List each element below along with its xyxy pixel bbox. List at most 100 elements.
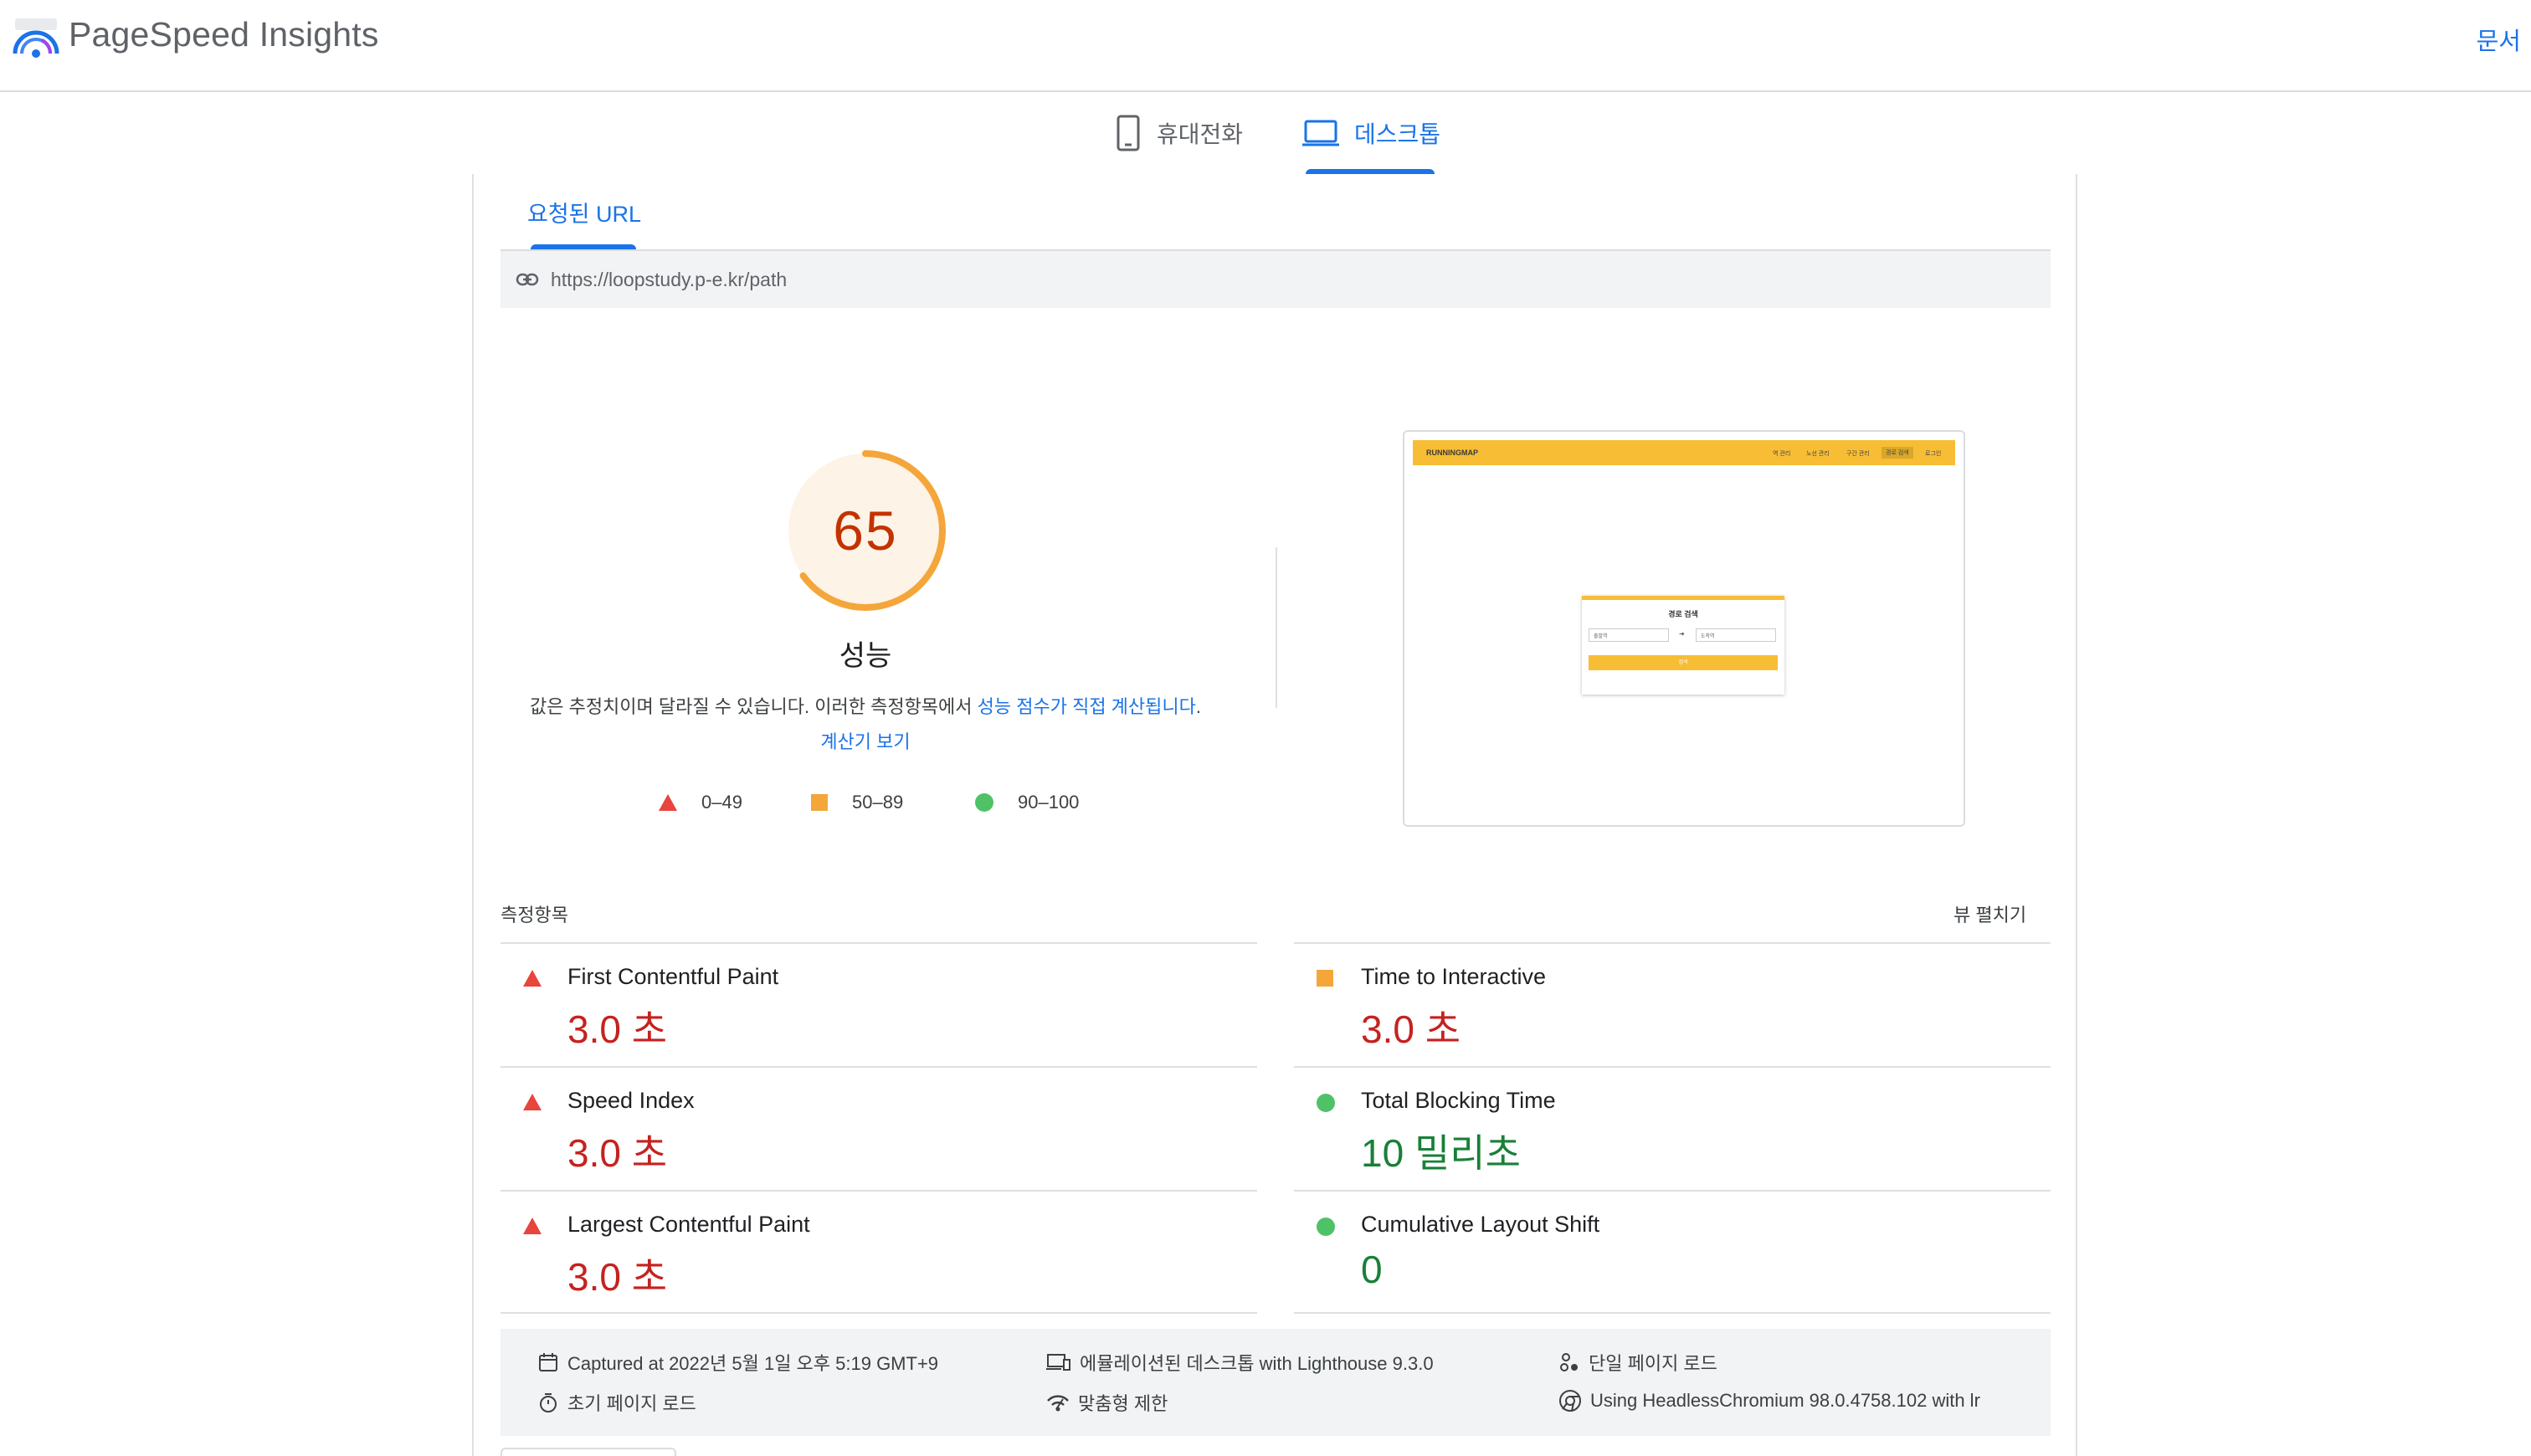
tab-desktop-indicator: [1306, 169, 1435, 174]
requested-url[interactable]: https://loopstudy.p-e.kr/path: [551, 268, 788, 290]
performance-score: 65: [833, 500, 898, 561]
metric-value: 10 밀리초: [1361, 1131, 1521, 1175]
device-tabs: 휴대전화 데스크톱: [0, 92, 2531, 174]
metrics-divider: [501, 1312, 1257, 1314]
performance-gauge[interactable]: 65: [782, 447, 949, 614]
app-title: PageSpeed Insights: [69, 15, 379, 54]
triangle-icon: [523, 1218, 542, 1234]
timer-icon: [540, 1393, 557, 1412]
run-info-browser-text: Using HeadlessChromium 98.0.4758.102 wit…: [1590, 1390, 1980, 1411]
square-icon: [811, 794, 828, 811]
score-calculation-link[interactable]: 성능 점수가 직접 계산됩니다: [977, 696, 1196, 717]
run-info-throttling: 맞춤형 제한: [1046, 1389, 1168, 1416]
final-screenshot[interactable]: RUNNINGMAP 역 관리 노선 관리 구간 관리 경로 검색 로그인 경로…: [1403, 430, 1965, 827]
run-info-panel: Captured at 2022년 5월 1일 오후 5:19 GMT+9 초기…: [501, 1329, 2051, 1436]
legend-good-label: 90–100: [1018, 792, 1080, 813]
triangle-icon: [523, 970, 542, 987]
metric-value: 3.0 초: [567, 1131, 668, 1175]
screenshot-nav-item: 역 관리: [1773, 451, 1791, 457]
screenshot-brand: RUNNINGMAP: [1426, 449, 1478, 457]
arrow-right-icon: ➜: [1679, 630, 1685, 638]
screenshot-nav-item: 로그인: [1925, 451, 1942, 457]
run-info-single-load: 단일 페이지 로드: [1558, 1349, 1717, 1376]
screenshot-nav-item: 경로 검색: [1882, 447, 1913, 459]
metrics-divider: [1294, 1312, 2051, 1314]
url-bar: https://loopstudy.p-e.kr/path: [501, 251, 2051, 308]
metric-value: 3.0 초: [1361, 1007, 1461, 1051]
legend-average: 50–89: [810, 790, 903, 815]
screenshot-card-title: 경로 검색: [1668, 610, 1698, 618]
expand-view-button[interactable]: 뷰 펼치기: [1953, 905, 2027, 925]
metric-value: 0: [1361, 1248, 1383, 1291]
score-disclaimer: 값은 추정치이며 달라질 수 있습니다. 이러한 측정항목에서 성능 점수가 직…: [522, 690, 1209, 760]
tab-desktop[interactable]: 데스크톱: [1302, 92, 1440, 174]
metric-name: Time to Interactive: [1361, 964, 1547, 989]
screenshot-from-select: 출발역: [1589, 628, 1669, 642]
legend-poor-label: 0–49: [701, 792, 742, 813]
metric-total-blocking-time[interactable]: Total Blocking Time 10 밀리초: [1294, 1066, 2051, 1190]
pagespeed-logo-icon[interactable]: [12, 17, 60, 59]
circle-icon: [1317, 1218, 1335, 1236]
metric-name: Total Blocking Time: [1361, 1088, 1556, 1113]
tab-divider: [501, 249, 2051, 251]
run-info-captured-text: Captured at 2022년 5월 1일 오후 5:19 GMT+9: [567, 1353, 939, 1374]
laptop-icon: [1302, 120, 1339, 146]
screenshot-nav-item: 노선 관리: [1806, 451, 1830, 457]
calendar-icon: [539, 1353, 557, 1371]
screenshot-navbar: RUNNINGMAP 역 관리 노선 관리 구간 관리 경로 검색 로그인: [1413, 440, 1955, 465]
tab-requested-url[interactable]: 요청된 URL: [527, 202, 642, 227]
circle-icon: [975, 793, 993, 812]
screenshot-search-card: 경로 검색 출발역 ➜ 도착역 검색: [1582, 596, 1784, 695]
partial-button-edge: [501, 1448, 676, 1456]
metric-value: 3.0 초: [567, 1007, 668, 1051]
triangle-icon: [659, 794, 677, 811]
legend-good: 90–100: [974, 790, 1079, 815]
metric-name: Cumulative Layout Shift: [1361, 1212, 1600, 1237]
metric-value: 3.0 초: [567, 1255, 668, 1299]
tab-mobile[interactable]: 휴대전화: [1117, 92, 1243, 174]
devices-icon: [1046, 1354, 1070, 1371]
signal-icon: [1047, 1395, 1069, 1412]
run-info-emulated: 에뮬레이션된 데스크톱 with Lighthouse 9.3.0: [1046, 1349, 1434, 1376]
run-info-initial-load-text: 초기 페이지 로드: [567, 1393, 696, 1414]
metric-largest-contentful-paint[interactable]: Largest Contentful Paint 3.0 초: [501, 1190, 1257, 1314]
run-info-single-load-text: 단일 페이지 로드: [1589, 1353, 1717, 1374]
metric-first-contentful-paint[interactable]: First Contentful Paint 3.0 초: [501, 942, 1257, 1066]
gauge-ring: [785, 450, 946, 611]
run-info-browser: Using HeadlessChromium 98.0.4758.102 wit…: [1558, 1389, 1980, 1412]
metric-speed-index[interactable]: Speed Index 3.0 초: [501, 1066, 1257, 1190]
run-info-initial-load: 초기 페이지 로드: [537, 1389, 696, 1416]
run-info-throttling-text: 맞춤형 제한: [1078, 1393, 1168, 1414]
calculator-link[interactable]: 계산기 보기: [820, 731, 911, 752]
legend-average-label: 50–89: [852, 792, 904, 813]
tab-requested-url-indicator: [531, 244, 636, 249]
tab-mobile-label: 휴대전화: [1157, 121, 1244, 147]
metric-cumulative-layout-shift[interactable]: Cumulative Layout Shift 0: [1294, 1190, 2051, 1314]
disclaimer-text: 값은 추정치이며 달라질 수 있습니다. 이러한 측정항목에서: [529, 696, 978, 717]
metric-name: Speed Index: [567, 1088, 695, 1113]
legend-poor: 0–49: [658, 790, 742, 815]
top-app-bar: PageSpeed Insights 문서: [0, 0, 2531, 92]
metric-name: Largest Contentful Paint: [567, 1212, 810, 1237]
tab-desktop-label: 데스크톱: [1354, 121, 1441, 147]
run-info-emulated-text: 에뮬레이션된 데스크톱 with Lighthouse 9.3.0: [1080, 1353, 1434, 1374]
docs-link[interactable]: 문서: [2476, 28, 2521, 55]
link-icon: [516, 273, 539, 286]
circle-icon: [1317, 1094, 1335, 1112]
section-divider: [1276, 547, 1277, 708]
performance-label: 성능: [839, 640, 892, 672]
gauge-arc: [785, 450, 946, 611]
smartphone-icon: [1117, 115, 1140, 151]
chrome-icon: [1559, 1390, 1581, 1412]
triangle-icon: [523, 1094, 542, 1110]
group-icon: [1560, 1353, 1578, 1371]
metric-name: First Contentful Paint: [567, 964, 779, 989]
disclaimer-period: .: [1195, 696, 1201, 717]
screenshot-search-button: 검색: [1589, 655, 1778, 670]
screenshot-to-select: 도착역: [1696, 628, 1776, 642]
square-icon: [1317, 970, 1333, 987]
metric-time-to-interactive[interactable]: Time to Interactive 3.0 초: [1294, 942, 2051, 1066]
metrics-header: 측정항목: [501, 905, 568, 925]
run-info-captured: Captured at 2022년 5월 1일 오후 5:19 GMT+9: [537, 1349, 938, 1376]
screenshot-nav-item: 구간 관리: [1846, 451, 1870, 457]
